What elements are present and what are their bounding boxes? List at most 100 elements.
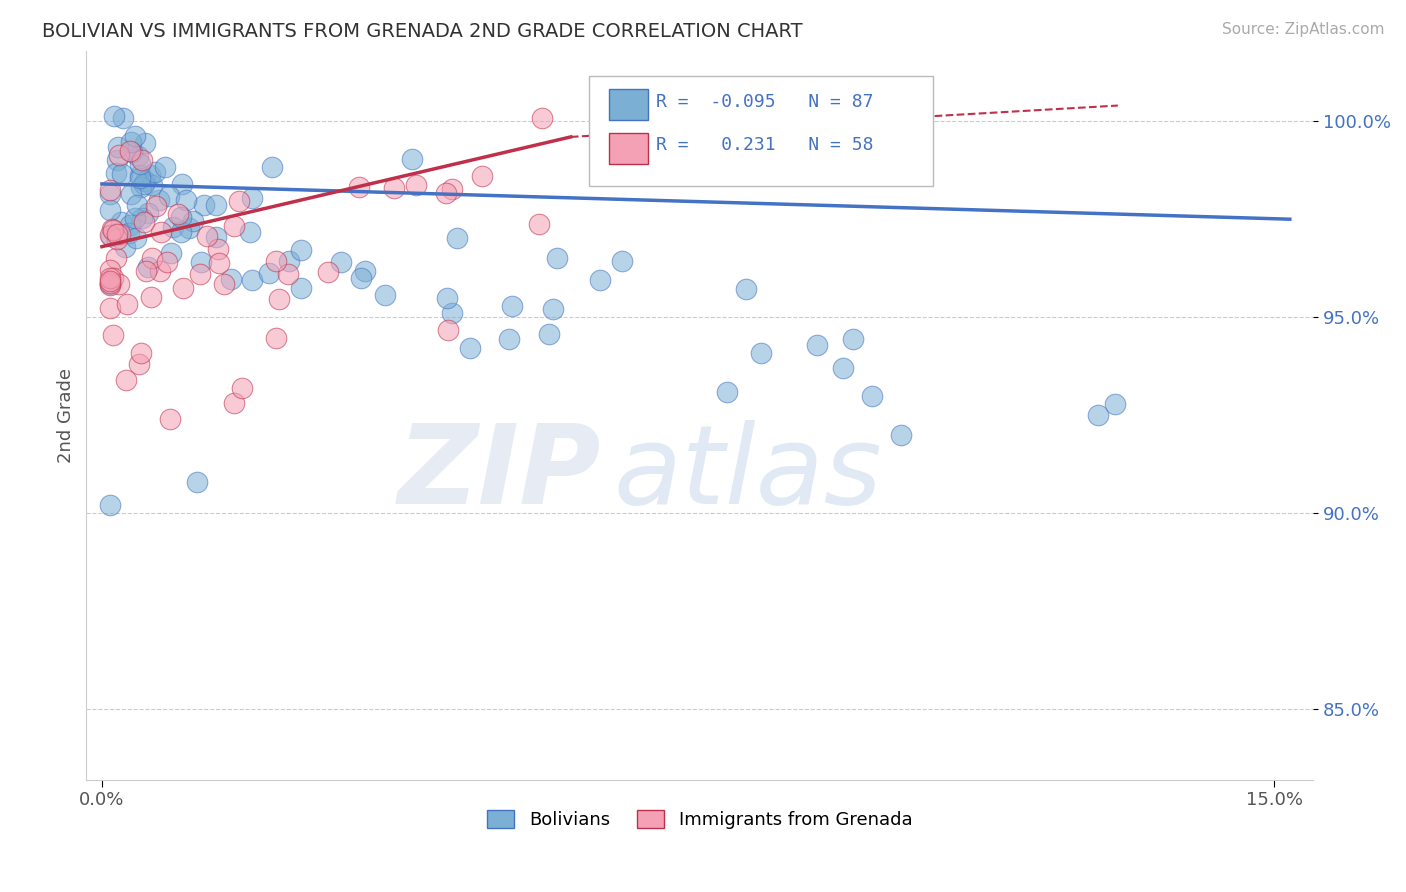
Point [134,174,156,188]
Point [134,136,156,150]
Point [98,183,121,197]
Point [98,187,121,202]
Point [290,244,312,258]
Point [145,199,167,213]
Point [128,171,150,186]
Point [195,229,218,244]
Point [101,328,124,343]
Point [190,254,212,268]
Point [1104,396,1126,410]
Point [108,147,131,161]
Point [436,291,458,305]
Point [172,281,194,295]
Point [735,282,758,296]
Point [239,225,262,239]
Point [107,139,129,153]
Point [228,194,250,208]
Point [318,265,340,279]
Point [186,475,208,489]
Point [170,225,193,239]
Point [104,251,127,265]
Point [98,228,121,243]
Point [132,177,155,191]
FancyBboxPatch shape [609,89,648,120]
Point [98,270,121,285]
Point [260,160,283,174]
Point [129,345,152,359]
Point [105,165,128,179]
Point [98,301,121,316]
Text: BOLIVIAN VS IMMIGRANTS FROM GRENADA 2ND GRADE CORRELATION CHART: BOLIVIAN VS IMMIGRANTS FROM GRENADA 2ND … [42,22,803,41]
Point [543,301,565,316]
Point [111,167,134,181]
Point [277,267,299,281]
Text: atlas: atlas [614,420,883,527]
Point [446,231,468,245]
Point [240,191,263,205]
Point [440,182,463,196]
Point [264,331,287,345]
Point [139,290,162,304]
Legend: Bolivians, Immigrants from Grenada: Bolivians, Immigrants from Grenada [479,803,920,836]
Point [290,281,312,295]
Point [108,227,131,241]
Point [129,156,152,170]
Point [159,412,181,426]
Point [98,498,121,512]
FancyBboxPatch shape [589,76,934,186]
Point [183,214,205,228]
Point [1087,408,1109,422]
Point [114,240,136,254]
Point [222,219,245,233]
FancyBboxPatch shape [609,133,648,163]
Point [110,215,132,229]
Point [136,206,159,220]
Point [212,277,235,292]
Point [105,232,128,246]
Point [103,270,125,285]
Point [112,111,135,125]
Point [530,112,553,126]
Point [167,207,190,221]
Point [347,180,370,194]
Point [128,357,150,371]
Point [107,277,129,292]
Point [831,361,853,376]
Point [610,253,633,268]
Point [169,210,191,224]
Point [401,152,423,166]
Point [105,153,128,168]
Point [162,220,184,235]
Point [860,389,883,403]
Point [136,260,159,275]
Point [141,251,163,265]
Point [546,251,568,265]
Point [329,255,352,269]
Point [141,178,163,193]
Point [716,385,738,400]
Point [527,217,550,231]
Point [437,323,460,337]
Point [100,222,122,236]
Point [157,189,180,203]
Y-axis label: 2nd Grade: 2nd Grade [58,368,75,463]
Point [101,223,124,237]
Point [98,202,121,217]
Point [471,169,494,183]
Point [231,381,253,395]
Point [278,254,301,268]
Point [128,168,150,182]
Point [267,292,290,306]
Point [131,153,153,168]
Point [207,242,229,256]
Point [806,338,828,352]
Point [125,231,148,245]
Point [120,135,142,149]
Point [114,373,136,387]
Point [105,227,128,241]
Point [208,256,231,270]
Point [156,255,179,269]
Point [143,164,166,178]
Point [139,168,162,182]
Point [538,327,561,342]
